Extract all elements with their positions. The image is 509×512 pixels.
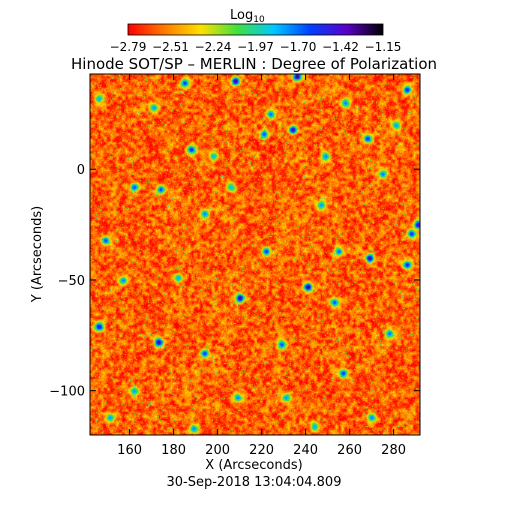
colorbar-title-subscript: 10 [253, 15, 265, 25]
colorbar-tick-label: −1.97 [237, 40, 274, 54]
y-tick-label: 0 [77, 163, 85, 178]
y-tick-label: −100 [49, 385, 85, 400]
y-tick-label: −50 [58, 274, 85, 289]
x-tick-label: 220 [249, 443, 274, 458]
x-tick-label: 160 [117, 443, 142, 458]
colorbar-tick-label: −1.70 [280, 40, 317, 54]
colorbar-title: Log10 [230, 8, 265, 25]
colorbar-tick-label: −2.51 [152, 40, 189, 54]
x-tick-label: 280 [381, 443, 406, 458]
plot-frame [89, 73, 421, 436]
y-axis-label: Y (Arcseconds) [30, 206, 45, 303]
x-tick-label: 200 [205, 443, 230, 458]
colorbar-tick-label: −2.24 [195, 40, 232, 54]
x-tick-label: 240 [293, 443, 318, 458]
colorbar-tick-label: −2.79 [110, 40, 147, 54]
plot-area: 160 180 200 220 240 260 280 0 −50 −100 [49, 73, 421, 458]
heatmap [90, 74, 420, 435]
colorbar-gradient [127, 23, 384, 36]
colorbar-tick-labels: −2.79 −2.51 −2.24 −1.97 −1.70 −1.42 −1.15 [110, 40, 402, 54]
colorbar-tick-label: −1.42 [322, 40, 359, 54]
y-axis: 0 −50 −100 [49, 163, 420, 400]
x-axis-label: X (Arcseconds) [205, 458, 302, 473]
x-axis: 160 180 200 220 240 260 280 [117, 74, 406, 458]
colorbar: Log10 −2.79 −2.51 −2.24 −1.97 −1.70 −1.42 −1.1… [110, 8, 402, 54]
x-tick-label: 260 [337, 443, 362, 458]
chart-title: Hinode SOT/SP – MERLIN : Degree of Polar… [71, 55, 437, 73]
x-tick-label: 180 [161, 443, 186, 458]
timestamp: 30-Sep-2018 13:04:04.809 [167, 475, 342, 490]
colorbar-tick-label: −1.15 [365, 40, 402, 54]
